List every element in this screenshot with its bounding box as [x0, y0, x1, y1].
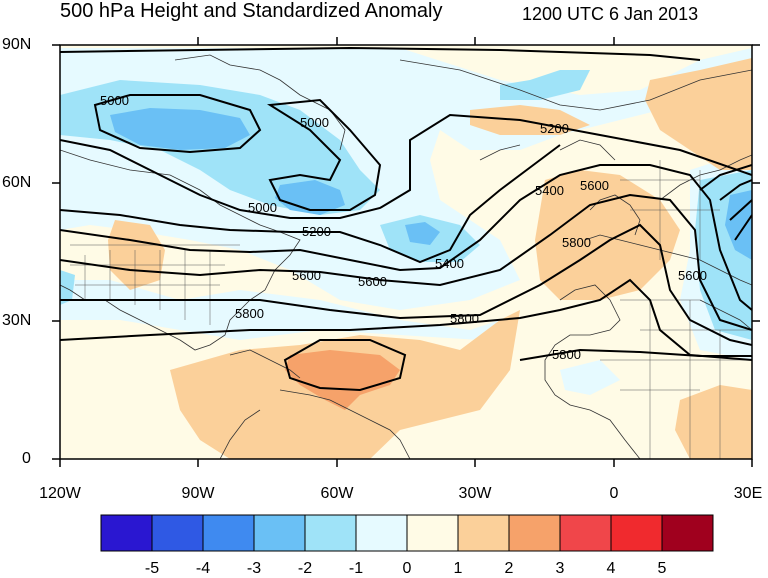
lat-label: 0	[22, 450, 31, 467]
positive-anomaly-strong	[285, 350, 400, 410]
map-title: 500 hPa Height and Standardized Anomaly	[60, 0, 443, 22]
lon-label: 0	[609, 485, 619, 502]
contour-label: 5600	[678, 268, 707, 283]
lon-label: 120W	[39, 485, 81, 502]
colorbar-label: -2	[297, 560, 313, 577]
colorbar-label: -3	[246, 560, 262, 577]
colorbar	[100, 514, 714, 552]
colorbar-swatch	[151, 514, 204, 552]
contour-label: 5800	[450, 311, 479, 326]
lat-label: 60N	[2, 174, 32, 191]
colorbar-label: -5	[144, 560, 160, 577]
colorbar-swatch	[100, 514, 153, 552]
contour-label: 5600	[358, 274, 387, 289]
colorbar-label: -4	[195, 560, 211, 577]
lat-label: 30N	[2, 312, 32, 329]
political-borders	[70, 160, 752, 459]
contour-label: 5800	[235, 306, 264, 321]
lat-label: 90N	[2, 36, 32, 53]
contour-label: 5600	[292, 268, 321, 283]
lon-label: 30W	[458, 485, 492, 502]
colorbar-swatch	[406, 514, 459, 552]
colorbar-label: 4	[606, 560, 616, 577]
contour-label: 5800	[562, 235, 591, 250]
colorbar-swatch	[202, 514, 255, 552]
colorbar-swatch	[304, 514, 357, 552]
contour-labels: 5000 5000 5000 5200 5200 5400 5400 5600 …	[100, 93, 707, 362]
map-fields	[60, 45, 752, 459]
colorbar-label: -1	[348, 560, 364, 577]
contour-label: 5400	[535, 183, 564, 198]
height-contours	[60, 46, 752, 392]
colorbar-label: 5	[657, 560, 667, 577]
colorbar-label: 0	[402, 560, 412, 577]
colorbar-swatch	[610, 514, 663, 552]
contour-label: 5000	[248, 200, 277, 215]
colorbar-swatch	[508, 514, 561, 552]
valid-time: 1200 UTC 6 Jan 2013	[522, 4, 699, 24]
colorbar-swatch	[355, 514, 408, 552]
lon-label: 60W	[320, 485, 354, 502]
colorbar-swatch	[559, 514, 612, 552]
colorbar-swatch	[457, 514, 510, 552]
contour-label: 5200	[540, 121, 569, 136]
contour-label: 5400	[435, 256, 464, 271]
contour-label: 5000	[300, 115, 329, 130]
colorbar-swatch	[661, 514, 714, 552]
colorbar-swatch	[253, 514, 306, 552]
lon-label: 30E	[733, 485, 763, 502]
lon-label: 90W	[181, 485, 215, 502]
contour-label: 5200	[302, 224, 331, 239]
contour-label: 5800	[552, 347, 581, 362]
negative-anomaly-strong	[110, 108, 752, 260]
plot-frame	[59, 44, 753, 460]
axis-ticks	[52, 37, 760, 467]
contour-label: 5000	[100, 93, 129, 108]
contour-label: 5600	[580, 178, 609, 193]
colorbar-label: 3	[555, 560, 565, 577]
colorbar-label: 2	[504, 560, 514, 577]
colorbar-label: 1	[453, 560, 463, 577]
